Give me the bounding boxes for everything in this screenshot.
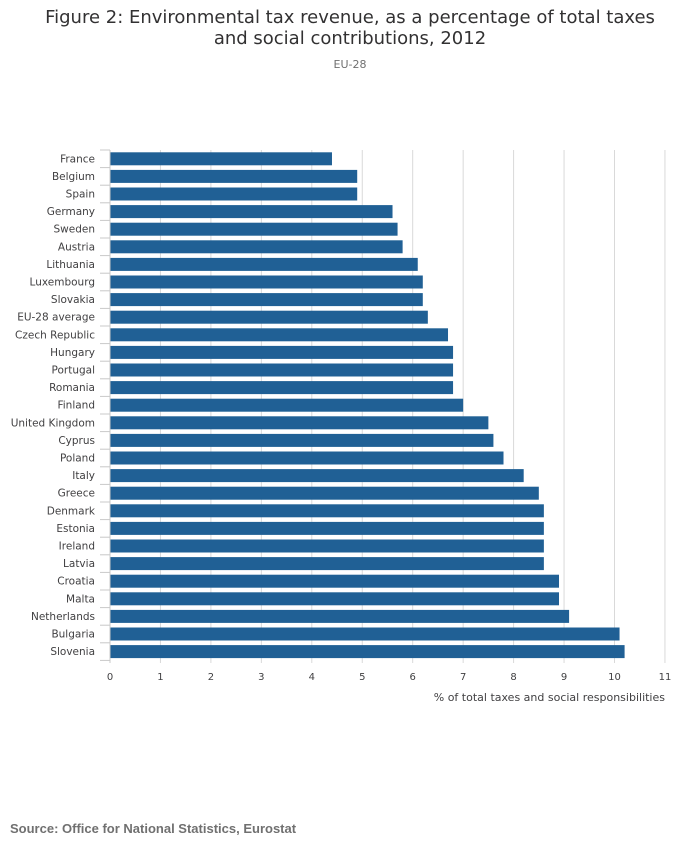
category-label: Germany [47, 206, 95, 218]
category-label: Finland [57, 400, 95, 412]
bar [110, 345, 454, 359]
category-label: Ireland [59, 541, 95, 553]
category-label: Czech Republic [15, 329, 95, 341]
bar [110, 486, 539, 500]
bar [110, 539, 544, 553]
category-label: United Kingdom [11, 417, 95, 429]
category-label: Netherlands [31, 611, 95, 623]
x-axis-title: % of total taxes and social responsibili… [434, 691, 666, 704]
chart-title: Figure 2: Environmental tax revenue, as … [45, 7, 655, 49]
x-tick-label: 6 [410, 672, 416, 683]
category-label: Poland [60, 453, 95, 465]
category-label: Slovenia [50, 646, 95, 658]
bar [110, 574, 560, 588]
bar [110, 257, 418, 271]
bar [110, 469, 524, 483]
category-label: Austria [58, 241, 95, 253]
bar [110, 169, 358, 183]
category-label: Spain [66, 189, 95, 201]
chart-subtitle: EU-28 [333, 58, 367, 71]
category-label: Cyprus [58, 435, 95, 447]
x-tick-label: 11 [659, 672, 672, 683]
category-label: Italy [72, 470, 95, 482]
category-label: Sweden [54, 224, 96, 236]
bar [110, 363, 454, 377]
x-tick-label: 3 [258, 672, 264, 683]
x-tick-label: 2 [208, 672, 214, 683]
x-tick-label: 8 [510, 672, 516, 683]
bar [110, 293, 423, 307]
x-tick-label: 9 [561, 672, 567, 683]
category-label: Bulgaria [51, 629, 95, 641]
category-label: Slovakia [51, 294, 95, 306]
bar [110, 275, 423, 289]
category-label: Croatia [57, 576, 95, 588]
x-axis: 0 1 2 3 4 5 6 7 8 9 10 11 [107, 150, 672, 683]
bar [110, 222, 398, 236]
category-label: EU-28 average [17, 312, 95, 324]
bar [110, 152, 332, 166]
x-tick-label: 5 [359, 672, 365, 683]
category-labels: France Belgium Spain Germany Sweden Austria Li… [11, 149, 110, 661]
x-tick-label: 0 [107, 672, 113, 683]
category-label: France [60, 153, 95, 165]
category-label: Luxembourg [30, 277, 95, 289]
x-tick-label: 10 [608, 672, 621, 683]
bar [110, 592, 560, 606]
category-label: Denmark [47, 505, 96, 517]
category-label: Romania [49, 382, 95, 394]
x-tick-label: 1 [157, 672, 163, 683]
bar [110, 609, 570, 623]
x-tick-label: 4 [309, 672, 315, 683]
bar [110, 381, 454, 395]
bar [110, 521, 544, 535]
bar [110, 240, 403, 254]
bar [110, 627, 620, 641]
category-label: Portugal [52, 365, 96, 377]
category-label: Malta [66, 593, 95, 605]
bar [110, 328, 449, 342]
bar [110, 205, 393, 219]
category-label: Estonia [56, 523, 95, 535]
bars [110, 152, 625, 659]
bar [110, 451, 504, 465]
category-label: Hungary [50, 347, 95, 359]
bar [110, 557, 544, 571]
source-note: Source: Office for National Statistics, … [10, 821, 297, 836]
category-label: Belgium [52, 171, 95, 183]
category-label: Latvia [63, 558, 95, 570]
category-label: Lithuania [46, 259, 95, 271]
bar [110, 310, 428, 324]
bar [110, 433, 494, 447]
bar [110, 504, 544, 518]
bar [110, 416, 489, 430]
category-label: Greece [58, 488, 95, 500]
x-tick-label: 7 [460, 672, 466, 683]
bar [110, 187, 358, 201]
bar [110, 398, 464, 412]
bar [110, 645, 625, 659]
